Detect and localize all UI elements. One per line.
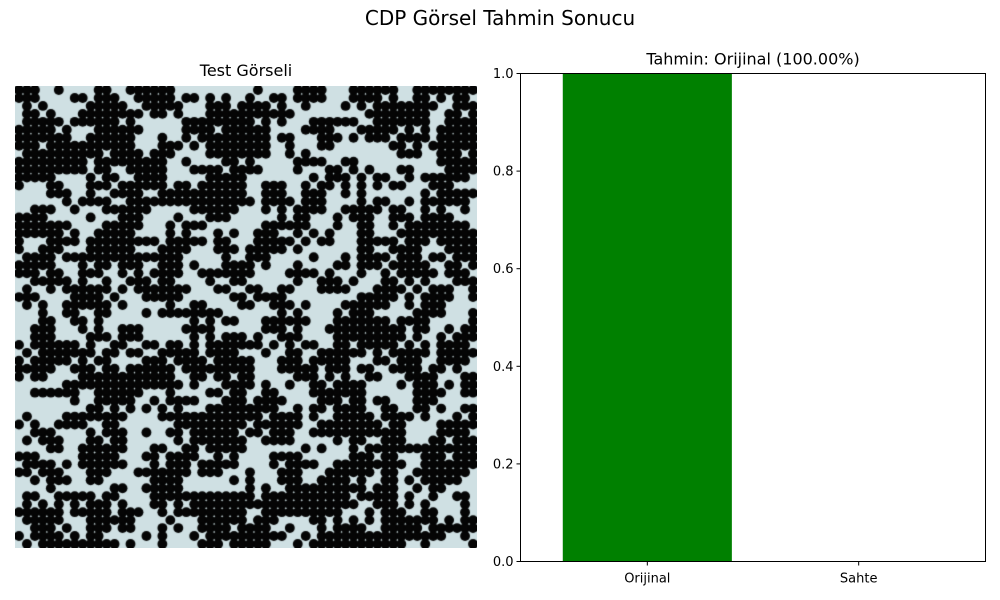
bar-group bbox=[562, 73, 732, 562]
axes-frame bbox=[520, 73, 986, 562]
y-tick-label: 0.8 bbox=[493, 165, 514, 180]
x-tick-label: Orijinal bbox=[624, 572, 670, 587]
test-image bbox=[15, 86, 477, 548]
x-tick-label: Sahte bbox=[840, 572, 878, 587]
bar-orijinal bbox=[562, 73, 732, 562]
y-tick-label: 0.6 bbox=[493, 262, 514, 277]
y-tick-label: 0.0 bbox=[493, 555, 514, 570]
figure-title: CDP Görsel Tahmin Sonucu bbox=[364, 6, 636, 30]
y-tick-label: 1.0 bbox=[493, 67, 514, 82]
y-tick-label: 0.4 bbox=[493, 360, 514, 375]
bar-chart-title: Tahmin: Orijinal (100.00%) bbox=[645, 50, 859, 69]
image-panel-title: Test Görseli bbox=[199, 61, 293, 80]
y-tick-label: 0.2 bbox=[493, 457, 514, 472]
x-axis: Orijinal Sahte bbox=[624, 561, 878, 587]
y-axis: 0.0 0.2 0.4 0.6 0.8 1.0 bbox=[493, 67, 521, 570]
